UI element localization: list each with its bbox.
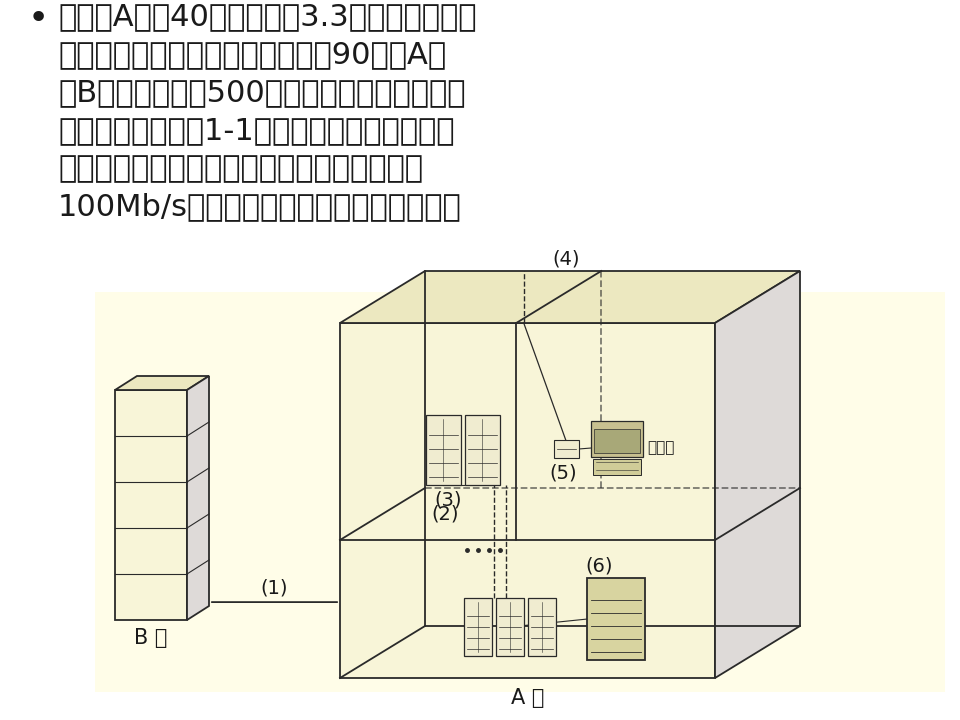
Text: •: • [28, 2, 49, 36]
Bar [593, 459, 641, 475]
Bar [554, 440, 579, 458]
Text: 100Mb/s的数据、图像、及语音传输服务。: 100Mb/s的数据、图像、及语音传输服务。 [58, 192, 462, 221]
Bar [426, 415, 461, 485]
Text: (2): (2) [431, 505, 459, 524]
Text: (6): (6) [586, 557, 613, 576]
Text: 客户机: 客户机 [647, 440, 675, 455]
Bar [588, 578, 645, 660]
Polygon shape [115, 376, 209, 390]
Text: A 楼: A 楼 [511, 688, 544, 708]
Text: (1): (1) [261, 578, 288, 597]
Text: 合布线，结构如图1-1所示。为满足公司业务发: 合布线，结构如图1-1所示。为满足公司业务发 [58, 116, 454, 145]
Text: 某公司A楼高40层，每层高3.3米，同一楼层内: 某公司A楼高40层，每层高3.3米，同一楼层内 [58, 2, 476, 31]
Bar [594, 429, 640, 453]
Polygon shape [115, 390, 187, 620]
Bar [528, 598, 556, 656]
Bar [464, 598, 492, 656]
Text: B 楼: B 楼 [134, 628, 168, 648]
Bar [495, 598, 524, 656]
Text: (4): (4) [553, 249, 580, 268]
Bar [0, 0, 960, 290]
Text: (3): (3) [434, 490, 462, 509]
Text: 和B楼之间距离为500米，需在整个大楼进行综: 和B楼之间距离为500米，需在整个大楼进行综 [58, 78, 466, 107]
Polygon shape [187, 376, 209, 620]
Polygon shape [340, 271, 800, 323]
Text: (5): (5) [550, 463, 577, 482]
Polygon shape [715, 271, 800, 678]
Text: 展的需要，要求为楼内客户机提供数据速率为: 展的需要，要求为楼内客户机提供数据速率为 [58, 154, 423, 183]
Polygon shape [340, 323, 715, 678]
Bar [95, 292, 945, 692]
Bar [591, 421, 643, 457]
Text: 任意两个房间最远传输距离不超过90米，A楼: 任意两个房间最远传输距离不超过90米，A楼 [58, 40, 446, 69]
Bar [466, 415, 500, 485]
